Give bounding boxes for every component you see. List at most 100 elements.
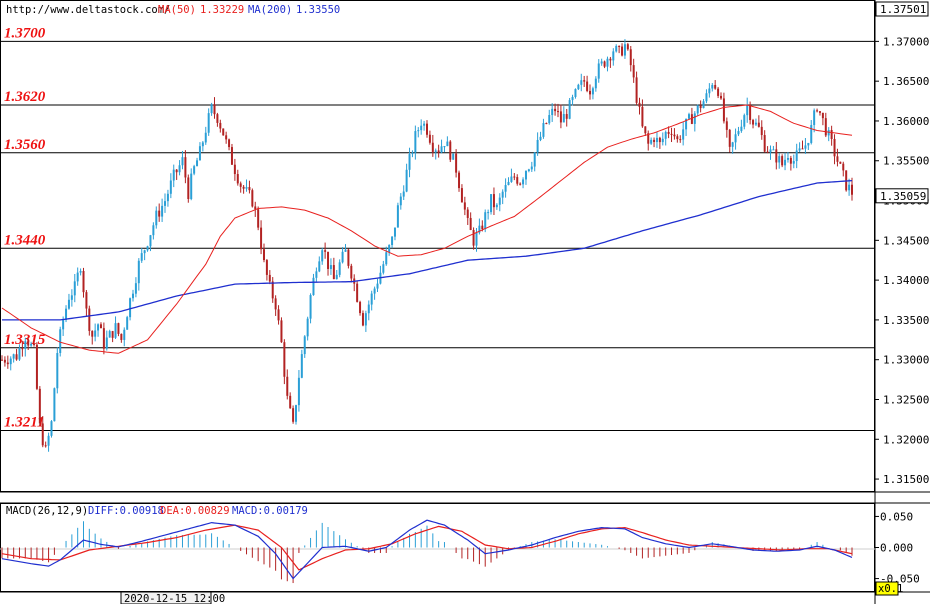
candle-body bbox=[300, 354, 303, 378]
ma50-value: 1.33229 bbox=[200, 4, 244, 16]
candle-body bbox=[271, 281, 274, 299]
date-label: 2020-12-15 12:00 bbox=[124, 593, 225, 604]
candle-body bbox=[641, 106, 644, 127]
candle-body bbox=[798, 148, 801, 151]
candle-body bbox=[591, 88, 594, 95]
candle-body bbox=[260, 227, 263, 250]
candle-body bbox=[169, 180, 172, 194]
candle-body bbox=[79, 271, 82, 273]
price-tick-label: 1.32500 bbox=[883, 393, 929, 406]
candle-body bbox=[161, 205, 164, 217]
candle-body bbox=[196, 160, 199, 167]
candle-body bbox=[297, 377, 300, 406]
candle-body bbox=[9, 358, 12, 365]
candle-body bbox=[775, 149, 778, 163]
candle-body bbox=[187, 177, 190, 200]
candle-body bbox=[752, 120, 755, 125]
candle-body bbox=[821, 112, 824, 119]
candle-body bbox=[597, 63, 600, 79]
candle-body bbox=[152, 225, 155, 236]
candle-body bbox=[146, 246, 149, 251]
candle-body bbox=[495, 204, 498, 208]
candle-body bbox=[402, 191, 405, 197]
level-label: 1.3440 bbox=[4, 232, 46, 248]
candle-body bbox=[359, 301, 362, 314]
candle-body bbox=[623, 44, 626, 56]
candle-body bbox=[754, 122, 757, 125]
candle-body bbox=[111, 331, 114, 338]
candle-body bbox=[332, 265, 335, 280]
candle-body bbox=[190, 173, 193, 200]
candle-body bbox=[824, 118, 827, 136]
candle-body bbox=[393, 227, 396, 237]
candle-body bbox=[178, 165, 181, 173]
candle-body bbox=[711, 84, 714, 89]
candle-body bbox=[164, 201, 167, 206]
candle-body bbox=[27, 341, 30, 346]
candle-body bbox=[839, 161, 842, 164]
candle-body bbox=[408, 154, 411, 170]
candle-body bbox=[743, 115, 746, 127]
candle-body bbox=[18, 348, 21, 360]
candle-body bbox=[277, 309, 280, 321]
candle-body bbox=[201, 142, 204, 147]
candle-body bbox=[507, 181, 510, 186]
price-tick-label: 1.36000 bbox=[883, 115, 929, 128]
candle-body bbox=[172, 169, 175, 181]
candle-body bbox=[396, 205, 399, 228]
candle-body bbox=[97, 324, 100, 331]
candle-body bbox=[594, 78, 597, 89]
candle-body bbox=[367, 304, 370, 314]
candle-body bbox=[306, 318, 309, 337]
candle-body bbox=[784, 159, 787, 166]
candle-body bbox=[140, 253, 143, 261]
price-tick-label: 1.33000 bbox=[883, 354, 929, 367]
candle-body bbox=[53, 388, 56, 422]
candle-body bbox=[586, 81, 589, 91]
candle-body bbox=[469, 217, 472, 230]
macd-tick-label: 0.050 bbox=[880, 510, 913, 523]
candle-body bbox=[574, 89, 577, 97]
candle-body bbox=[524, 170, 527, 180]
candle-body bbox=[807, 142, 810, 146]
date-tag bbox=[120, 591, 212, 604]
candle-body bbox=[335, 274, 338, 280]
candle-body bbox=[763, 135, 766, 152]
candle-body bbox=[740, 126, 743, 132]
candle-body bbox=[399, 196, 402, 206]
candle-body bbox=[254, 206, 257, 210]
candle-body bbox=[737, 131, 740, 135]
candle-body bbox=[804, 145, 807, 149]
candle-body bbox=[274, 298, 277, 310]
candle-body bbox=[391, 236, 394, 246]
candle-body bbox=[513, 176, 516, 178]
candle-body bbox=[556, 111, 559, 113]
candle-body bbox=[12, 354, 15, 359]
candle-body bbox=[545, 123, 548, 125]
candle-body bbox=[554, 108, 557, 112]
level-label: 1.3560 bbox=[4, 137, 46, 153]
candle-body bbox=[338, 262, 341, 275]
scale-box[interactable] bbox=[875, 581, 899, 596]
candle-body bbox=[114, 323, 117, 338]
candle-body bbox=[533, 152, 536, 167]
candle-body bbox=[210, 104, 213, 114]
candle-body bbox=[446, 141, 449, 147]
macd-diff-line bbox=[1, 519, 853, 580]
price-tick-label: 1.32000 bbox=[883, 433, 929, 446]
candle-body bbox=[522, 179, 525, 185]
candle-body bbox=[309, 295, 312, 319]
candle-body bbox=[667, 131, 670, 134]
candle-body bbox=[836, 156, 839, 162]
candle-body bbox=[487, 212, 490, 214]
candle-body bbox=[449, 141, 452, 160]
price-panel-frame bbox=[0, 0, 875, 492]
candle-body bbox=[50, 421, 53, 436]
candle-body bbox=[661, 138, 664, 143]
candle-body bbox=[492, 194, 495, 208]
candle-body bbox=[589, 90, 592, 95]
candle-body bbox=[655, 137, 658, 143]
candle-body bbox=[225, 135, 228, 140]
candle-body bbox=[47, 435, 50, 446]
candle-body bbox=[632, 65, 635, 78]
